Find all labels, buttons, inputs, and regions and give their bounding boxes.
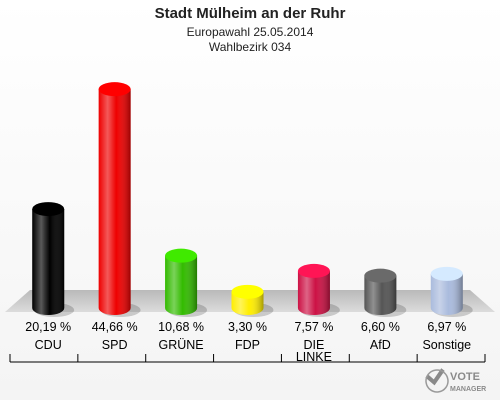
bar-shading — [98, 89, 131, 315]
checkmark-icon — [425, 368, 445, 386]
bar — [231, 284, 274, 317]
value-label: 6,97 % — [427, 320, 466, 334]
bar-shading — [297, 270, 330, 316]
bar — [165, 248, 208, 317]
value-label: 20,19 % — [25, 320, 71, 334]
value-label: 10,68 % — [158, 320, 204, 334]
value-label: 6,60 % — [361, 320, 400, 334]
logo-text-manager: MANAGER — [450, 386, 486, 393]
bar — [98, 82, 141, 317]
bar — [32, 202, 75, 317]
category-label: FDP — [235, 338, 260, 352]
value-label: 7,57 % — [294, 320, 333, 334]
logo-ring — [425, 369, 449, 393]
bar-top — [32, 202, 65, 217]
bar-shading — [32, 209, 65, 316]
bar — [297, 263, 340, 317]
chart-title: Stadt Mülheim an der Ruhr — [155, 5, 346, 22]
category-label: SPD — [102, 338, 128, 352]
bar-shading — [430, 273, 463, 316]
logo-text-vote: VOTE — [450, 371, 480, 383]
category-label: CDU — [35, 338, 62, 352]
bar-top — [364, 268, 397, 283]
value-label: 3,30 % — [228, 320, 267, 334]
category-label: DIE — [304, 338, 325, 352]
category-label: GRÜNE — [158, 338, 203, 352]
bars-group — [32, 82, 473, 317]
category-label: Sonstige — [422, 338, 471, 352]
bar — [364, 268, 407, 317]
bar — [430, 266, 473, 317]
bar-top — [231, 284, 264, 299]
bar-top — [297, 263, 330, 278]
bar-top — [430, 266, 463, 281]
bar-shading — [364, 275, 397, 316]
value-label: 44,66 % — [92, 320, 138, 334]
category-label: AfD — [370, 338, 391, 352]
bar-top — [98, 82, 131, 97]
value-labels-group: 20,19 % 44,66 % 10,68 % 3,30 % 7,57 % 6,60 % 6… — [25, 320, 466, 334]
chart-subtitle-2: Wahlbezirk 034 — [209, 40, 292, 54]
bar-shading — [165, 255, 198, 316]
bar-top — [165, 248, 198, 263]
category-label: LINKE — [296, 350, 332, 364]
chart-subtitle: Europawahl 25.05.2014 — [187, 25, 314, 39]
vote-manager-logo: VOTE MANAGER — [425, 368, 486, 393]
